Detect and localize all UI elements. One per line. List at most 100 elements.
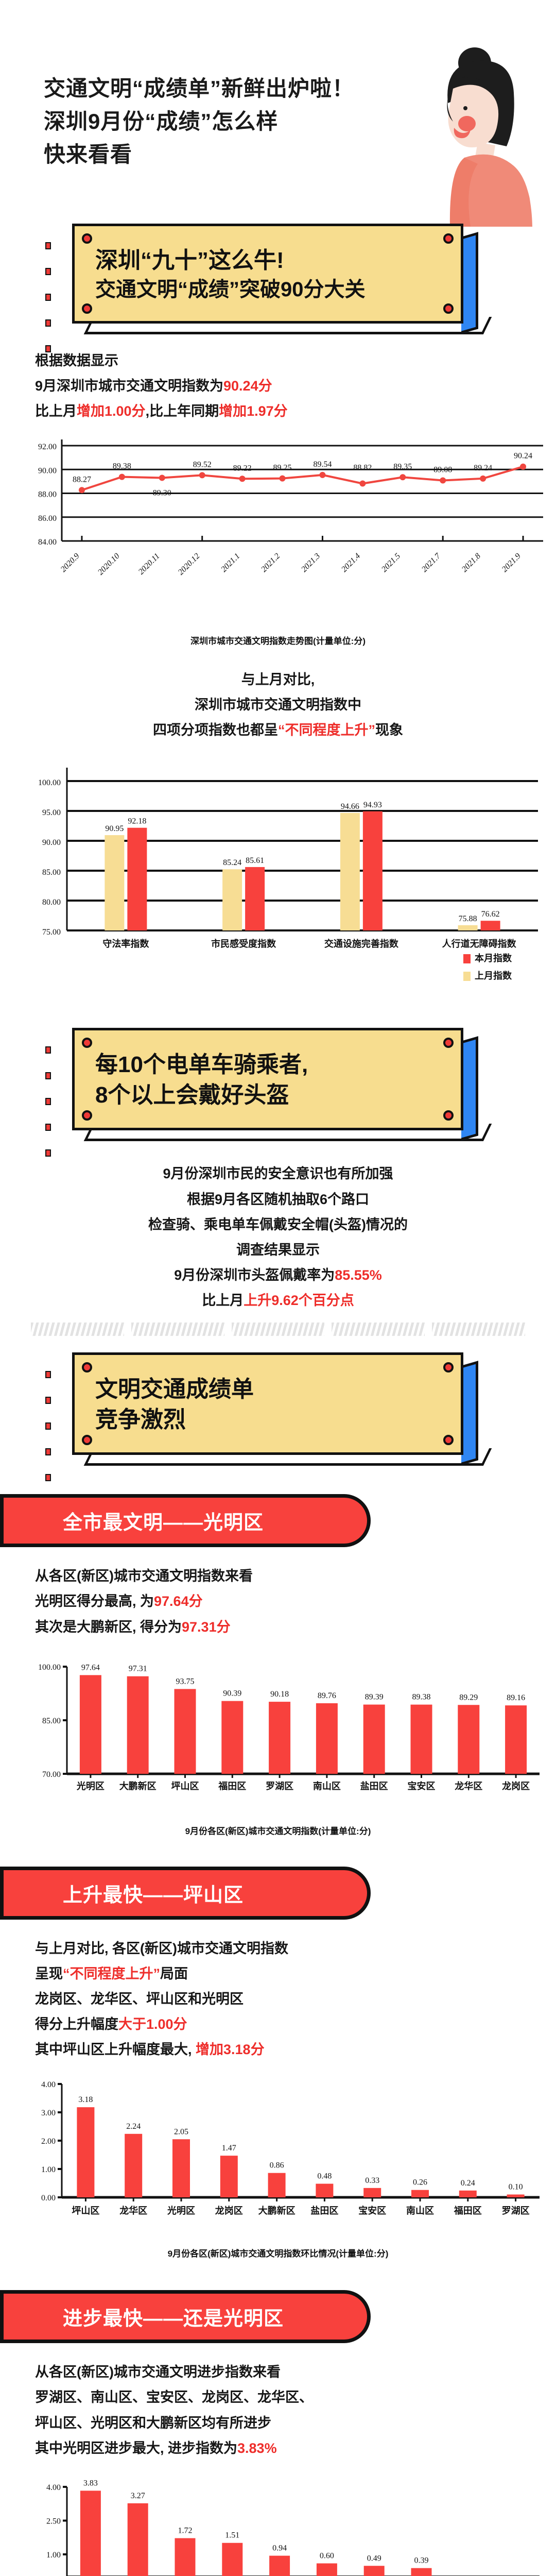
svg-text:2021.3: 2021.3 bbox=[300, 552, 322, 574]
rise-line-4: 得分上升幅度大于1.00分 bbox=[35, 2012, 521, 2037]
plaque-section-3: 文明交通成绩单 竞争激烈 bbox=[0, 1345, 556, 1482]
svg-text:70.00: 70.00 bbox=[42, 1770, 61, 1779]
svg-text:3.27: 3.27 bbox=[131, 2492, 145, 2500]
helmet-line-1: 9月份深圳市民的安全意识也有所加强 bbox=[163, 1166, 393, 1182]
svg-text:2.50: 2.50 bbox=[46, 2517, 61, 2526]
pill-wrap-1: 全市最文明——光明区 bbox=[0, 1482, 556, 1552]
rivet-icon bbox=[443, 1110, 454, 1121]
svg-text:90.00: 90.00 bbox=[42, 838, 61, 847]
plaque-2: 每10个电单车骑乘者, 8个以上会戴好头盔 bbox=[72, 1028, 492, 1142]
intro-line-3-pre: 比上月 bbox=[35, 403, 77, 419]
section-header-fastest-progress: 进步最快——还是光明区 bbox=[0, 2290, 371, 2344]
plaque-2-line-2: 8个以上会戴好头盔 bbox=[95, 1082, 289, 1108]
helmet-line-2: 根据9月各区随机抽取6个路口 bbox=[186, 1191, 370, 1207]
svg-text:交通设施完善指数: 交通设施完善指数 bbox=[324, 938, 399, 949]
svg-text:上月指数: 上月指数 bbox=[475, 970, 512, 981]
svg-text:龙岗区: 龙岗区 bbox=[215, 2205, 243, 2216]
intro-line-1: 根据数据显示 bbox=[35, 352, 118, 368]
transition-line-3: 四项分项指数也都呈“不同程度上升”现象 bbox=[21, 718, 535, 743]
intro-line-2: 9月深圳市城市交通文明指数为90.24分 bbox=[35, 374, 521, 399]
svg-text:0.33: 0.33 bbox=[365, 2176, 379, 2185]
svg-text:本月指数: 本月指数 bbox=[475, 953, 512, 963]
svg-text:3.00: 3.00 bbox=[41, 2109, 56, 2117]
svg-text:2020.9: 2020.9 bbox=[59, 552, 81, 574]
svg-text:1.00: 1.00 bbox=[46, 2551, 61, 2560]
svg-text:宝安区: 宝安区 bbox=[358, 2205, 386, 2216]
svg-text:盐田区: 盐田区 bbox=[360, 1781, 388, 1791]
helmet-line-5-pre: 9月份深圳市头盔佩戴率为 bbox=[174, 1267, 335, 1283]
svg-text:100.00: 100.00 bbox=[38, 1663, 61, 1672]
svg-text:89.38: 89.38 bbox=[113, 462, 131, 471]
svg-text:89.30: 89.30 bbox=[153, 489, 171, 498]
intro-line-3-mid: ,比上年同期 bbox=[145, 403, 219, 419]
svg-text:89.76: 89.76 bbox=[318, 1691, 336, 1700]
woman-illustration bbox=[387, 41, 542, 227]
rise-line-2: 呈现“不同程度上升”局面 bbox=[35, 1961, 521, 1987]
svg-text:南山区: 南山区 bbox=[406, 2205, 434, 2216]
svg-text:92.18: 92.18 bbox=[128, 817, 146, 826]
svg-text:2021.7: 2021.7 bbox=[420, 551, 443, 574]
stripe-group bbox=[332, 1323, 425, 1336]
svg-text:88.00: 88.00 bbox=[38, 490, 57, 499]
pill-wrap-3: 进步最快——还是光明区 bbox=[0, 2278, 556, 2348]
transition-line-2: 深圳市城市交通文明指数中 bbox=[195, 697, 361, 713]
svg-text:2021.2: 2021.2 bbox=[259, 552, 282, 574]
svg-text:89.24: 89.24 bbox=[474, 464, 492, 472]
svg-text:89.38: 89.38 bbox=[412, 1692, 431, 1701]
intro-line-2-pre: 9月深圳市城市交通文明指数为 bbox=[35, 378, 224, 394]
hero-section: 交通文明“成绩单”新鲜出炉啦！ 深圳9月份“成绩”怎么样 快来看看 bbox=[0, 0, 556, 227]
helmet-change: 上升9.62个百分点 bbox=[244, 1293, 354, 1309]
svg-text:罗湖区: 罗湖区 bbox=[266, 1781, 293, 1791]
rise-highlight: “不同程度上升” bbox=[63, 1965, 160, 1981]
rise-threshold: 大于1.00分 bbox=[118, 2016, 187, 2032]
svg-text:大鹏新区: 大鹏新区 bbox=[258, 2205, 296, 2216]
svg-text:3.83: 3.83 bbox=[83, 2479, 98, 2487]
svg-text:0.39: 0.39 bbox=[414, 2556, 429, 2565]
svg-text:90.95: 90.95 bbox=[105, 824, 124, 833]
rivet-icon bbox=[82, 233, 92, 244]
rivet-icon bbox=[82, 1110, 92, 1121]
helmet-paragraph: 9月份深圳市民的安全意识也有所加强 根据9月各区随机抽取6个路口 检查骑、乘电单… bbox=[0, 1161, 556, 1313]
intro-paragraph: 根据数据显示 9月深圳市城市交通文明指数为90.24分 比上月增加1.00分,比… bbox=[0, 348, 556, 424]
svg-text:市民感受度指数: 市民感受度指数 bbox=[211, 938, 276, 949]
chart-districts-caption: 9月份各区(新区)城市交通文明指数(计量单位:分) bbox=[185, 1826, 371, 1836]
transition-line-3-post: 现象 bbox=[375, 722, 403, 738]
svg-text:88.27: 88.27 bbox=[73, 475, 91, 484]
svg-text:龙华区: 龙华区 bbox=[455, 1781, 482, 1791]
svg-text:75.00: 75.00 bbox=[42, 928, 61, 937]
svg-text:2.24: 2.24 bbox=[126, 2122, 141, 2131]
plaque-3-line-1: 文明交通成绩单 bbox=[95, 1377, 254, 1402]
svg-text:86.00: 86.00 bbox=[38, 514, 57, 523]
svg-text:1.51: 1.51 bbox=[225, 2531, 239, 2539]
plaque-3-line-2: 竞争激烈 bbox=[95, 1406, 186, 1432]
plaque-3: 文明交通成绩单 竞争激烈 bbox=[72, 1352, 492, 1466]
svg-text:0.49: 0.49 bbox=[367, 2554, 381, 2563]
svg-text:2021.5: 2021.5 bbox=[380, 552, 402, 574]
section-header-most-civilized: 全市最文明——光明区 bbox=[0, 1494, 371, 1548]
rise-line-2-post: 局面 bbox=[160, 1965, 188, 1981]
rise-line-5-pre: 其中坪山区上升幅度最大, bbox=[35, 2042, 196, 2058]
svg-text:福田区: 福田区 bbox=[454, 2205, 482, 2216]
svg-text:90.00: 90.00 bbox=[38, 466, 57, 475]
helmet-line-4: 调查结果显示 bbox=[236, 1242, 320, 1258]
helmet-rate: 85.55% bbox=[335, 1267, 382, 1283]
rivet-icon bbox=[443, 303, 454, 314]
district-second-score: 97.31分 bbox=[182, 1619, 231, 1635]
chart-subindex-svg: 100.00 95.00 90.00 85.00 80.00 75.00 90.95 92.1… bbox=[38, 768, 538, 981]
svg-text:0.24: 0.24 bbox=[461, 2179, 475, 2188]
plaque-section-2: 每10个电单车骑乘者, 8个以上会戴好头盔 bbox=[0, 1021, 556, 1157]
svg-text:光明区: 光明区 bbox=[76, 1781, 105, 1791]
svg-text:龙华区: 龙华区 bbox=[119, 2205, 147, 2216]
svg-text:大鹏新区: 大鹏新区 bbox=[119, 1781, 157, 1791]
svg-text:90.18: 90.18 bbox=[270, 1690, 289, 1699]
svg-text:4.00: 4.00 bbox=[41, 2080, 56, 2089]
svg-text:福田区: 福田区 bbox=[218, 1781, 246, 1791]
svg-text:盐田区: 盐田区 bbox=[310, 2205, 338, 2216]
rivet-icon bbox=[443, 1038, 454, 1048]
svg-text:1.00: 1.00 bbox=[41, 2165, 56, 2174]
stripe-group bbox=[131, 1323, 224, 1336]
plaque-shadow-2 bbox=[83, 1124, 492, 1142]
rivet-icon bbox=[82, 303, 92, 314]
helmet-line-5: 9月份深圳市头盔佩戴率为85.55% bbox=[21, 1263, 535, 1288]
stripe-group bbox=[231, 1323, 325, 1336]
